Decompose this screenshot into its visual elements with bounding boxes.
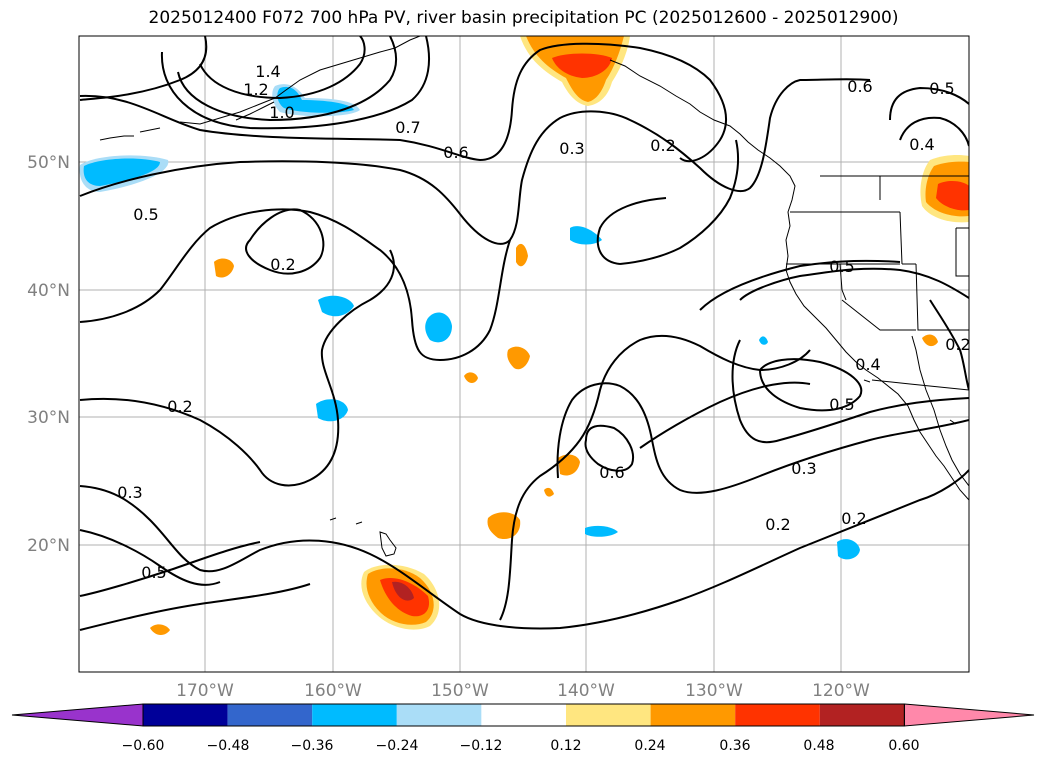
contour-label: 0.6 bbox=[847, 77, 872, 96]
latitude-labels: 50°N 40°N 30°N 20°N bbox=[27, 153, 70, 556]
colorbar-cell bbox=[312, 704, 397, 726]
colorbar-cell bbox=[819, 704, 905, 726]
lat-label-40n: 40°N bbox=[27, 281, 70, 301]
contour-label: 0.4 bbox=[909, 135, 934, 154]
colorbar-cell bbox=[735, 704, 820, 726]
lon-label-160w: 160°W bbox=[304, 681, 362, 701]
positive-precip-shading bbox=[150, 36, 969, 635]
contour-label: 0.2 bbox=[765, 515, 790, 534]
contour-label: 0.2 bbox=[650, 136, 675, 155]
pv-contours bbox=[79, 36, 969, 631]
lat-label-20n: 20°N bbox=[27, 536, 70, 556]
contour-label: 0.7 bbox=[395, 118, 420, 137]
colorbar-cell bbox=[566, 704, 651, 726]
colorbar-tick: 0.48 bbox=[803, 738, 834, 754]
colorbar-tick: −0.36 bbox=[291, 738, 334, 754]
contour-label: 0.4 bbox=[855, 355, 880, 374]
colorbar-tick: 0.12 bbox=[550, 738, 581, 754]
lon-label-170w: 170°W bbox=[176, 681, 234, 701]
gridlines bbox=[79, 36, 969, 672]
lat-label-50n: 50°N bbox=[27, 153, 70, 173]
contour-label: 1.0 bbox=[269, 103, 294, 122]
contour-label: 0.5 bbox=[141, 563, 166, 582]
colorbar-cell bbox=[227, 704, 313, 726]
contour-label: 0.3 bbox=[791, 459, 816, 478]
contour-label: 0.5 bbox=[829, 395, 854, 414]
contour-label: 0.2 bbox=[945, 335, 970, 354]
colorbar-tick-labels: −0.60 −0.48 −0.36 −0.24 −0.12 0.12 0.24 … bbox=[122, 738, 920, 754]
map-frame bbox=[78, 35, 970, 673]
contour-label: 1.2 bbox=[243, 80, 268, 99]
colorbar-cell bbox=[396, 704, 482, 726]
contour-label: 0.3 bbox=[117, 483, 142, 502]
colorbar: −0.60 −0.48 −0.36 −0.24 −0.12 0.12 0.24 … bbox=[11, 703, 1035, 754]
colorbar-tick: −0.24 bbox=[376, 738, 419, 754]
contour-label: 0.6 bbox=[599, 463, 624, 482]
colorbar-tick: −0.48 bbox=[207, 738, 250, 754]
colorbar-tick: 0.36 bbox=[719, 738, 750, 754]
colorbar-cells bbox=[11, 703, 1035, 727]
colorbar-cell bbox=[650, 704, 736, 726]
contour-label: 0.2 bbox=[841, 509, 866, 528]
contour-label: 1.4 bbox=[255, 62, 280, 81]
contour-labels: 1.4 1.2 1.0 0.7 0.6 0.5 0.2 0.3 0.2 0.6 … bbox=[117, 62, 970, 582]
colorbar-outline bbox=[142, 703, 905, 727]
lon-label-150w: 150°W bbox=[431, 681, 489, 701]
contour-label: 0.5 bbox=[133, 205, 158, 224]
chart-title: 2025012400 F072 700 hPa PV, river basin … bbox=[148, 8, 899, 28]
colorbar-tick: 0.24 bbox=[634, 738, 665, 754]
lon-label-120w: 120°W bbox=[812, 681, 870, 701]
contour-label: 0.5 bbox=[929, 79, 954, 98]
lat-label-30n: 30°N bbox=[27, 408, 70, 428]
contour-label: 0.2 bbox=[167, 397, 192, 416]
lon-label-140w: 140°W bbox=[557, 681, 615, 701]
colorbar-tick: −0.60 bbox=[122, 738, 165, 754]
colorbar-extend-low bbox=[11, 703, 144, 727]
colorbar-tick: 0.60 bbox=[888, 738, 919, 754]
colorbar-extend-high bbox=[903, 703, 1035, 727]
contour-label: 0.6 bbox=[443, 143, 468, 162]
contour-label: 0.3 bbox=[559, 139, 584, 158]
longitude-labels: 170°W 160°W 150°W 140°W 130°W 120°W bbox=[176, 681, 870, 701]
negative-precip-shading bbox=[79, 84, 860, 560]
contour-label: 0.5 bbox=[829, 257, 854, 276]
lon-label-130w: 130°W bbox=[685, 681, 743, 701]
map-content: 1.4 1.2 1.0 0.7 0.6 0.5 0.2 0.3 0.2 0.6 … bbox=[79, 36, 970, 672]
colorbar-cell bbox=[143, 704, 228, 726]
colorbar-cell bbox=[481, 704, 566, 726]
contour-label: 0.2 bbox=[270, 255, 295, 274]
colorbar-tick: −0.12 bbox=[460, 738, 503, 754]
